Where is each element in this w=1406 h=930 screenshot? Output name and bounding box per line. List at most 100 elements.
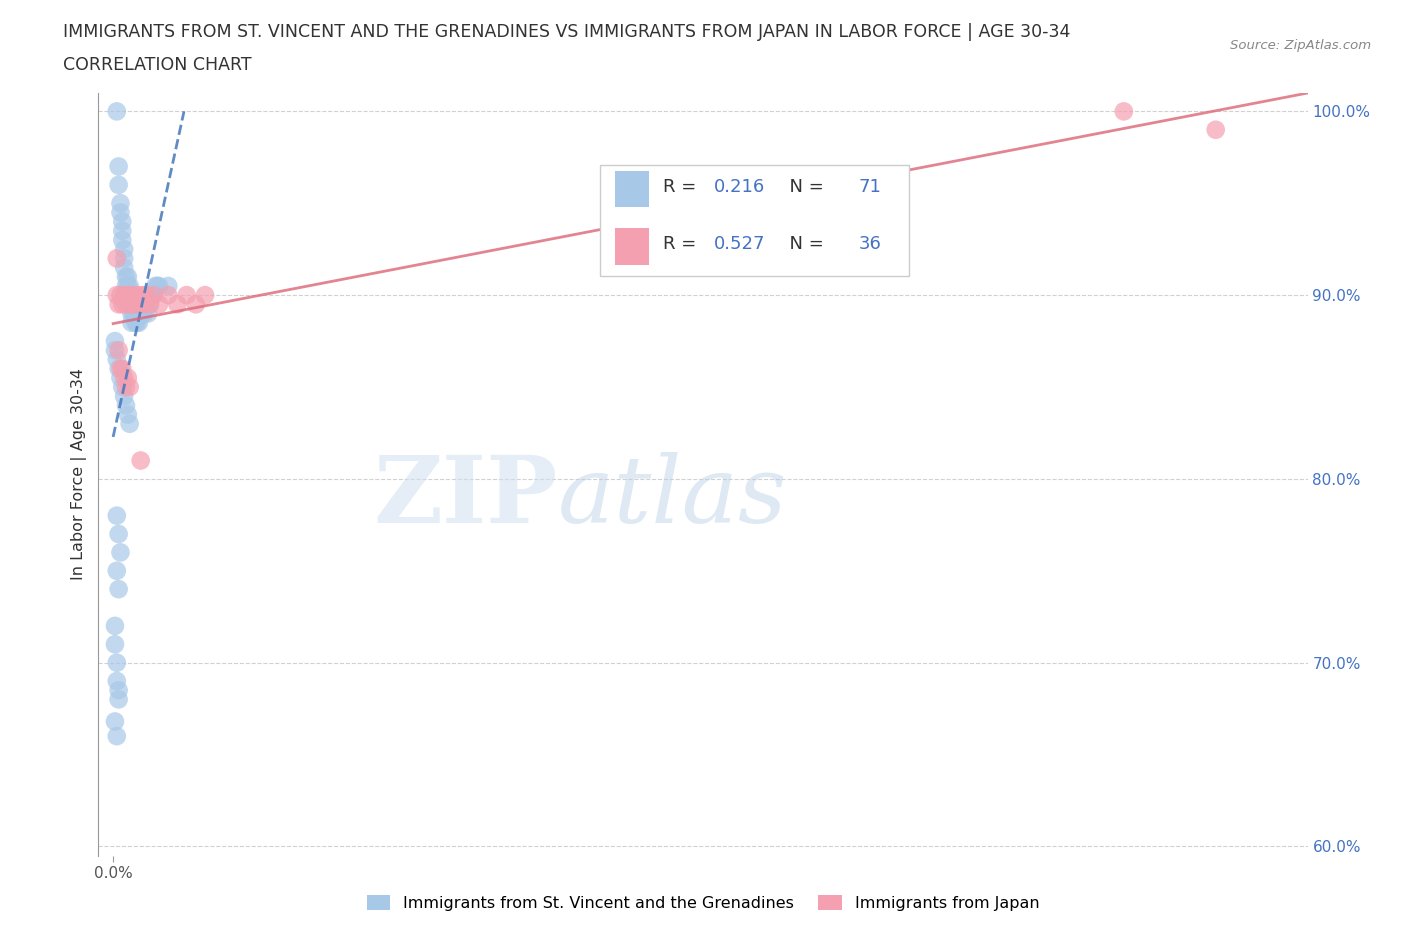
Point (104, 343, 127, 358)
Point (105, 508, 128, 523)
Point (118, 297, 141, 312)
Point (121, 287, 143, 302)
Point (129, 297, 152, 312)
Point (125, 315, 148, 330)
Point (121, 306, 143, 321)
Point (136, 306, 159, 321)
Point (110, 361, 132, 376)
Point (107, 692, 129, 707)
Point (122, 306, 145, 321)
Point (125, 306, 148, 321)
Point (107, 581, 129, 596)
Point (135, 297, 157, 312)
Point (176, 287, 198, 302)
Point (134, 306, 156, 321)
Point (141, 287, 163, 302)
Text: Source: ZipAtlas.com: Source: ZipAtlas.com (1230, 39, 1371, 52)
Point (105, 287, 128, 302)
Point (115, 287, 138, 302)
Point (111, 297, 134, 312)
Point (117, 407, 139, 422)
Point (115, 379, 138, 394)
Point (148, 297, 170, 312)
Point (117, 370, 139, 385)
Point (117, 278, 139, 293)
Point (124, 287, 146, 302)
Text: R =: R = (664, 235, 702, 254)
Point (115, 278, 138, 293)
Y-axis label: In Labor Force | Age 30-34: In Labor Force | Age 30-34 (72, 368, 87, 580)
FancyBboxPatch shape (614, 228, 648, 265)
Point (104, 714, 127, 729)
Point (142, 287, 165, 302)
Point (111, 361, 134, 376)
Point (124, 297, 146, 312)
Text: 0.216: 0.216 (714, 179, 765, 196)
Point (146, 278, 169, 293)
Point (107, 526, 129, 541)
Point (112, 242, 135, 257)
Point (124, 315, 146, 330)
Point (104, 618, 127, 633)
Point (128, 315, 150, 330)
Point (105, 729, 128, 744)
Text: ZIP: ZIP (374, 452, 558, 542)
Point (1205, 123, 1227, 138)
Point (184, 297, 207, 312)
Point (107, 297, 129, 312)
Point (104, 334, 127, 349)
Text: N =: N = (778, 235, 830, 254)
Point (139, 297, 162, 312)
Point (118, 278, 141, 293)
Point (105, 352, 128, 367)
Point (121, 297, 143, 312)
Point (117, 270, 139, 285)
Point (107, 343, 129, 358)
Point (129, 306, 152, 321)
Text: IMMIGRANTS FROM ST. VINCENT AND THE GRENADINES VS IMMIGRANTS FROM JAPAN IN LABOR: IMMIGRANTS FROM ST. VINCENT AND THE GREN… (63, 23, 1070, 41)
Point (105, 251, 128, 266)
Point (111, 232, 134, 247)
Text: CORRELATION CHART: CORRELATION CHART (63, 56, 252, 73)
Point (107, 159, 129, 174)
Point (118, 297, 141, 312)
Point (148, 278, 170, 293)
Point (129, 453, 152, 468)
Point (1112, 104, 1135, 119)
FancyBboxPatch shape (614, 171, 648, 207)
Point (131, 287, 153, 302)
Point (118, 417, 141, 432)
Point (135, 287, 157, 302)
Point (121, 287, 143, 302)
Point (117, 287, 139, 302)
Point (105, 104, 128, 119)
Point (110, 287, 132, 302)
Point (194, 287, 217, 302)
Point (118, 287, 141, 302)
Point (124, 306, 146, 321)
Point (122, 297, 145, 312)
Point (134, 297, 156, 312)
Point (112, 287, 135, 302)
Point (105, 673, 128, 688)
Point (115, 398, 138, 413)
Point (111, 379, 134, 394)
Point (117, 287, 139, 302)
Point (107, 683, 129, 698)
Point (121, 315, 143, 330)
Point (115, 297, 138, 312)
Point (107, 361, 129, 376)
Point (118, 379, 141, 394)
Point (131, 306, 153, 321)
Point (131, 297, 153, 312)
Point (125, 297, 148, 312)
Text: atlas: atlas (558, 452, 787, 542)
Point (142, 287, 165, 302)
Point (111, 223, 134, 238)
Point (112, 389, 135, 404)
Point (157, 287, 180, 302)
Legend: Immigrants from St. Vincent and the Grenadines, Immigrants from Japan: Immigrants from St. Vincent and the Gren… (360, 888, 1046, 917)
Point (112, 370, 135, 385)
Text: 71: 71 (859, 179, 882, 196)
Point (115, 270, 138, 285)
